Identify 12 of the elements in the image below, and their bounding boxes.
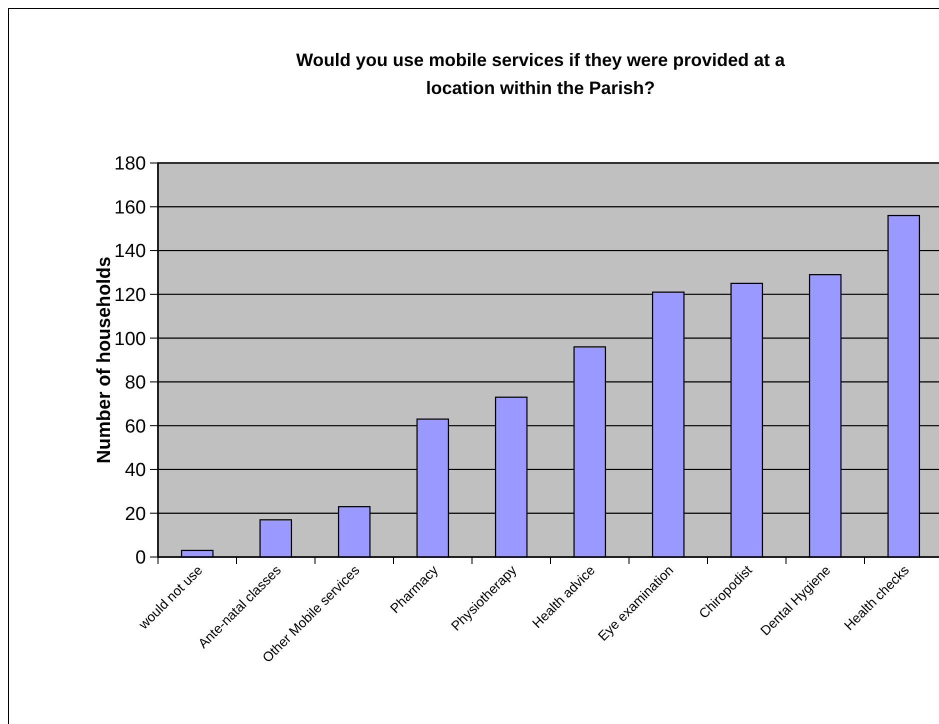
y-tick-label: 160: [114, 197, 146, 218]
y-axis-title: Number of households: [94, 256, 115, 464]
y-tick-label: 120: [114, 284, 146, 306]
y-tick-label: 0: [135, 548, 146, 569]
y-tick-label: 140: [114, 241, 146, 262]
chart-title: Would you use mobile services if they were provided at a location within the Parish?: [296, 50, 786, 98]
y-tick-label: 180: [114, 154, 146, 175]
y-tick-label: 60: [124, 416, 146, 438]
y-tick-label: 20: [124, 504, 146, 525]
y-tick-label: 40: [124, 460, 146, 482]
y-tick-label: 100: [114, 328, 146, 350]
y-tick-label: 80: [124, 372, 146, 394]
